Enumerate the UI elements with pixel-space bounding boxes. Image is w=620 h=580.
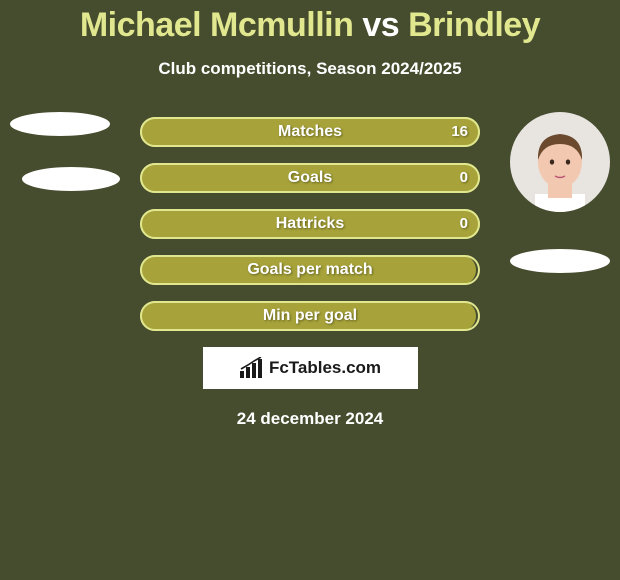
- player1-name: Michael Mcmullin: [80, 6, 354, 44]
- bar-label: Min per goal: [140, 301, 480, 331]
- avatar-icon: [510, 112, 610, 212]
- fctables-logo: FcTables.com: [203, 347, 418, 389]
- bar-value: 0: [460, 209, 468, 239]
- stat-bars: Matches16Goals0Hattricks0Goals per match…: [140, 117, 480, 331]
- player2-avatar: [510, 112, 610, 212]
- bar-label: Goals per match: [140, 255, 480, 285]
- subtitle: Club competitions, Season 2024/2025: [0, 59, 620, 79]
- stat-row: Min per goal: [140, 301, 480, 331]
- player2-name: Brindley: [408, 6, 540, 44]
- bar-label: Hattricks: [140, 209, 480, 239]
- ellipse-shape: [10, 112, 110, 136]
- stats-area: Matches16Goals0Hattricks0Goals per match…: [0, 117, 620, 331]
- date-text: 24 december 2024: [0, 409, 620, 429]
- bar-label: Matches: [140, 117, 480, 147]
- page-title: Michael Mcmullin vs Brindley: [0, 0, 620, 45]
- ellipse-shape: [510, 249, 610, 273]
- bar-value: 0: [460, 163, 468, 193]
- stat-row: Hattricks0: [140, 209, 480, 239]
- logo-text: FcTables.com: [269, 358, 381, 378]
- bar-value: 16: [451, 117, 468, 147]
- stat-row: Goals0: [140, 163, 480, 193]
- stat-row: Goals per match: [140, 255, 480, 285]
- bars-icon: [239, 357, 265, 379]
- bar-label: Goals: [140, 163, 480, 193]
- stat-row: Matches16: [140, 117, 480, 147]
- vs-text: vs: [362, 6, 399, 44]
- person-icon: [515, 122, 605, 212]
- ellipse-shape: [22, 167, 120, 191]
